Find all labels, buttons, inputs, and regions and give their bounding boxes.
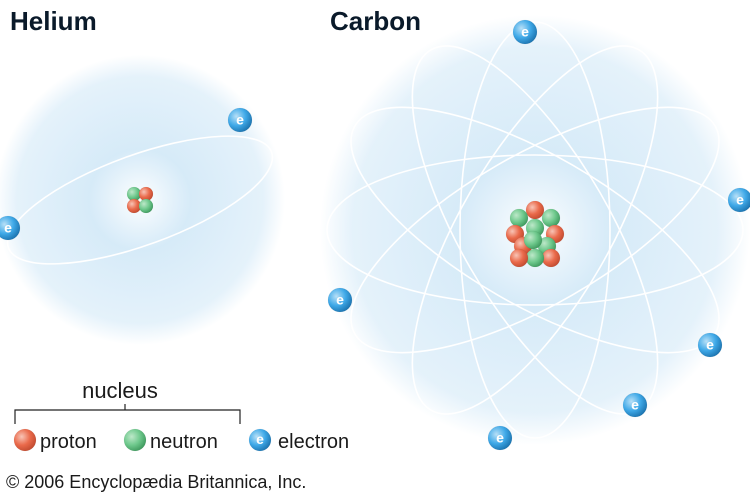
helium-electron-1: e bbox=[228, 108, 252, 132]
carbon-neutron-2 bbox=[510, 209, 528, 227]
electron-glyph: e bbox=[496, 430, 504, 446]
carbon-electron-2: e bbox=[698, 333, 722, 357]
electron-glyph: e bbox=[706, 337, 714, 353]
copyright-text: © 2006 Encyclopædia Britannica, Inc. bbox=[6, 472, 306, 492]
carbon-title: Carbon bbox=[330, 6, 421, 36]
legend-proton-label: proton bbox=[40, 431, 97, 453]
electron-glyph: e bbox=[336, 292, 344, 308]
carbon-electron-4: e bbox=[488, 426, 512, 450]
electron-glyph: e bbox=[4, 220, 12, 236]
carbon-proton-9 bbox=[542, 249, 560, 267]
legend-title: nucleus bbox=[82, 378, 158, 403]
carbon-neutron-8 bbox=[524, 231, 542, 249]
electron-glyph: e bbox=[631, 397, 639, 413]
electron-glyph: e bbox=[256, 431, 264, 447]
carbon-electron-3: e bbox=[623, 393, 647, 417]
carbon-proton-0 bbox=[526, 201, 544, 219]
carbon-neutron-10 bbox=[526, 249, 544, 267]
carbon-electron-5: e bbox=[328, 288, 352, 312]
legend-electron-icon: e bbox=[249, 429, 271, 451]
carbon-neutron-1 bbox=[542, 209, 560, 227]
helium-neutron-3 bbox=[139, 199, 153, 213]
carbon-electron-1: e bbox=[728, 188, 750, 212]
legend-proton-icon bbox=[14, 429, 36, 451]
helium-title: Helium bbox=[10, 6, 97, 36]
electron-glyph: e bbox=[521, 24, 529, 40]
legend-electron-label: electron bbox=[278, 431, 349, 453]
carbon-proton-11 bbox=[510, 249, 528, 267]
legend-neutron-label: neutron bbox=[150, 431, 218, 453]
electron-glyph: e bbox=[236, 112, 244, 128]
carbon-nucleus bbox=[506, 201, 564, 267]
carbon-electron-0: e bbox=[513, 20, 537, 44]
electron-glyph: e bbox=[736, 192, 744, 208]
legend-neutron-icon bbox=[124, 429, 146, 451]
